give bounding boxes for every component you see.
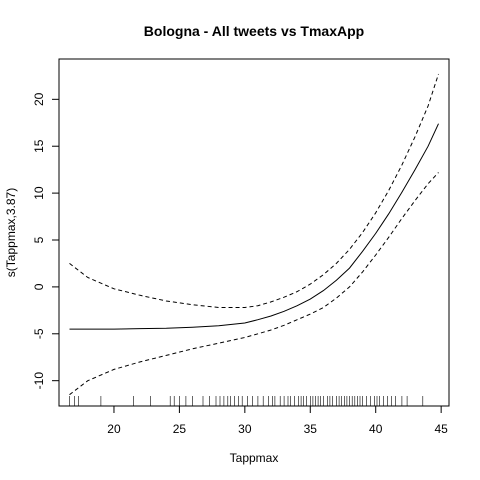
x-tick-label: 40 [369, 422, 383, 436]
x-axis: 20 25 30 35 40 45 [107, 405, 448, 436]
upper-confidence-line [69, 73, 439, 308]
smooth-fit-line [69, 123, 439, 330]
y-tick-label: -5 [32, 328, 46, 339]
y-tick-label: 0 [32, 283, 46, 290]
rug-layer [69, 396, 424, 406]
x-tick-label: 30 [238, 422, 252, 436]
plot-frame [58, 58, 450, 407]
x-tick-label: 25 [173, 422, 187, 436]
x-axis-label: Tappmax [230, 451, 279, 465]
y-tick-label: 20 [32, 92, 46, 106]
y-axis-label: s(Tappmax,3.87) [4, 188, 18, 277]
x-tick-label: 45 [434, 422, 448, 436]
x-tick-label: 35 [304, 422, 318, 436]
x-tick-label: 20 [107, 422, 121, 436]
y-tick-label: -10 [32, 372, 46, 390]
lower-confidence-line [69, 172, 439, 396]
y-tick-label: 5 [32, 236, 46, 243]
y-tick-label: 10 [32, 186, 46, 200]
y-tick-label: 15 [32, 139, 46, 153]
series-layer [69, 73, 439, 396]
chart-title: Bologna - All tweets vs TmaxApp [144, 23, 364, 39]
y-axis: -10 -5 0 5 10 15 20 [32, 92, 60, 390]
